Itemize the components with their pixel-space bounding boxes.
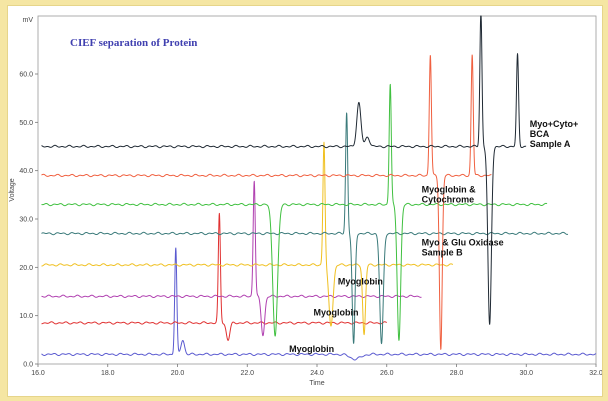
trace-annotation: Cytochrome bbox=[422, 194, 475, 204]
trace-line-5 bbox=[41, 112, 569, 345]
chromatogram-chart: 16.0 18.0 20.0 22.0 24.0 26.0 28.0 30.0 32.0 0.0… bbox=[9, 15, 602, 387]
x-tick-label: 18.0 bbox=[101, 370, 115, 377]
y-tick-label: 20.0 bbox=[19, 265, 33, 272]
y-unit-label: mV bbox=[23, 17, 34, 24]
y-tick-label: 0.0 bbox=[23, 362, 33, 369]
trace-annotation: BCA bbox=[530, 129, 550, 139]
chart-title: CIEF separation of Protein bbox=[70, 37, 197, 49]
x-axis-title: Time bbox=[309, 380, 324, 387]
trace-annotation: Myoglobin bbox=[338, 276, 383, 286]
trace-line-3 bbox=[41, 180, 422, 337]
y-tick-label: 50.0 bbox=[19, 120, 33, 127]
plot-area bbox=[37, 15, 597, 365]
y-tick-label: 60.0 bbox=[19, 72, 33, 79]
trace-line-8 bbox=[41, 15, 527, 325]
y-axis-title: Voltage bbox=[9, 178, 16, 201]
x-tick-label: 24.0 bbox=[310, 370, 324, 377]
trace-line-6 bbox=[41, 83, 548, 341]
trace-line-1 bbox=[41, 247, 597, 361]
x-tick-label: 26.0 bbox=[380, 370, 394, 377]
trace-annotation: Myo & Glu Oxidase bbox=[422, 238, 504, 248]
x-tick-label: 16.0 bbox=[31, 370, 45, 377]
x-tick-label: 30.0 bbox=[519, 370, 533, 377]
x-tick-label: 22.0 bbox=[240, 370, 254, 377]
x-tick-label: 32.0 bbox=[589, 370, 602, 377]
trace-line-2 bbox=[41, 212, 388, 341]
trace-annotation: Myo+Cyto+ bbox=[530, 119, 579, 129]
trace-annotation: Myoglobin & bbox=[422, 184, 476, 194]
trace-line-7 bbox=[41, 54, 492, 350]
trace-annotation: Myoglobin bbox=[289, 344, 334, 354]
trace-annotation: Myoglobin bbox=[314, 308, 359, 318]
y-tick-label: 40.0 bbox=[19, 168, 33, 175]
trace-annotation: Sample A bbox=[530, 139, 571, 149]
y-tick-label: 30.0 bbox=[19, 217, 33, 224]
trace-annotation: Sample B bbox=[422, 248, 464, 258]
x-tick-label: 28.0 bbox=[450, 370, 464, 377]
plot-panel: 16.0 18.0 20.0 22.0 24.0 26.0 28.0 30.0 32.0 0.0… bbox=[8, 6, 602, 396]
y-tick-label: 10.0 bbox=[19, 313, 33, 320]
x-tick-label: 20.0 bbox=[171, 370, 185, 377]
